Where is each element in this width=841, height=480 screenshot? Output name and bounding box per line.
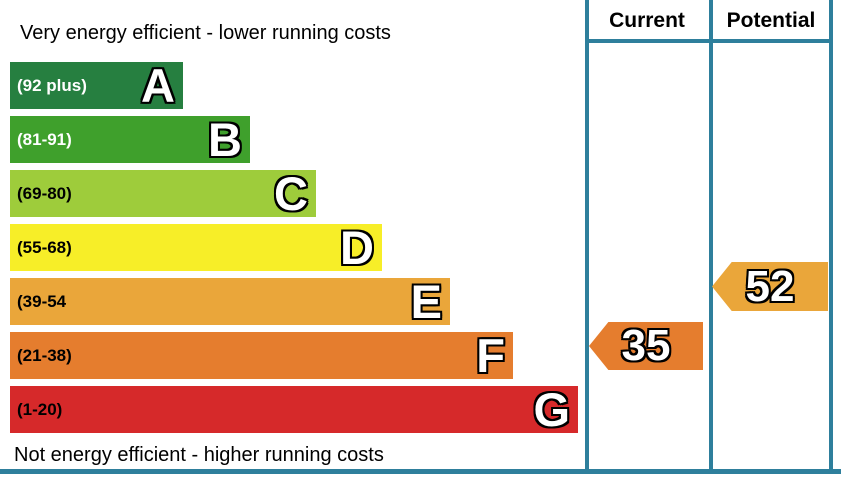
band-c-range-label: (69-80) — [17, 183, 72, 203]
table-border-left — [585, 0, 589, 474]
band-a-letter: A — [141, 59, 175, 112]
current-column-header: Current — [609, 9, 685, 32]
band-g: (1-20) G — [10, 386, 578, 433]
table-border-right — [829, 0, 833, 474]
band-c: (69-80) C — [10, 170, 316, 217]
band-a-range-label: (92 plus) — [17, 75, 87, 95]
band-d-letter: D — [340, 221, 374, 274]
band-g-letter: G — [533, 383, 570, 436]
current-rating-value: 35 — [621, 321, 671, 370]
table-header-underline — [585, 39, 833, 43]
band-b-letter: B — [208, 113, 242, 166]
band-c-letter: C — [274, 167, 308, 220]
band-b-range-label: (81-91) — [17, 129, 72, 149]
table-border-middle — [709, 0, 713, 474]
bottom-border-line — [0, 469, 841, 474]
band-a: (92 plus) A — [10, 62, 183, 109]
band-f-letter: F — [476, 329, 505, 382]
band-e-letter: E — [410, 275, 442, 328]
band-e-range-label: (39-54 — [17, 291, 67, 311]
band-e: (39-54 E — [10, 278, 450, 325]
band-d-range-label: (55-68) — [17, 237, 72, 257]
potential-column-header: Potential — [726, 9, 816, 32]
band-b: (81-91) B — [10, 116, 250, 163]
current-rating-arrow: 35 — [589, 322, 703, 370]
potential-rating-arrow: 52 — [712, 262, 828, 311]
band-d: (55-68) D — [10, 224, 382, 271]
top-caption: Very energy efficient - lower running co… — [20, 22, 391, 44]
potential-rating-value: 52 — [745, 261, 795, 311]
band-f: (21-38) F — [10, 332, 513, 379]
bottom-caption: Not energy efficient - higher running co… — [14, 444, 384, 466]
band-g-range-label: (1-20) — [17, 399, 63, 419]
band-f-range-label: (21-38) — [17, 345, 72, 365]
